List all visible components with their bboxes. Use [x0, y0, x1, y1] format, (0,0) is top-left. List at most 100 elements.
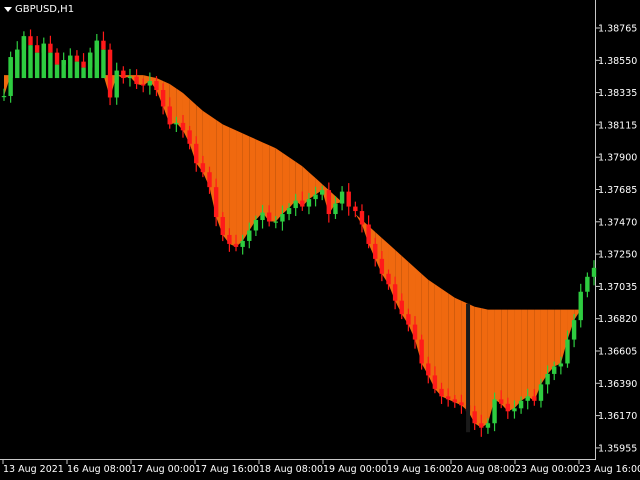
- candle-body: [591, 267, 597, 277]
- candle-body: [227, 234, 232, 244]
- dropdown-triangle-icon[interactable]: [4, 7, 12, 12]
- candle-body: [419, 339, 424, 364]
- band-fill-segment: [554, 309, 561, 367]
- candle-body: [379, 258, 385, 274]
- candle-body: [479, 423, 484, 428]
- candle-body: [313, 194, 318, 200]
- candles-layer: [1, 29, 597, 437]
- candle-body: [74, 55, 80, 62]
- band-fill-segment: [454, 297, 462, 406]
- fill-layer: [4, 75, 581, 428]
- candle-body: [286, 208, 292, 215]
- band-fill-segment: [521, 309, 528, 401]
- candle-body: [578, 291, 583, 321]
- band-fill-segment: [4, 75, 11, 96]
- price-tick-label: 1.36605: [598, 347, 637, 358]
- band-fill-segment: [474, 306, 482, 428]
- band-fill-segment: [494, 309, 502, 404]
- price-tick-label: 1.36820: [598, 314, 637, 325]
- candle-body: [253, 220, 259, 231]
- candle-body: [452, 399, 457, 403]
- candle-body: [525, 396, 530, 401]
- candle-body: [532, 396, 537, 401]
- candle-body: [87, 52, 93, 79]
- band-fill-segment: [255, 139, 263, 221]
- band-fill-segment: [448, 293, 455, 403]
- candle-body: [41, 43, 46, 79]
- candle-body: [459, 402, 464, 406]
- candle-body: [94, 40, 100, 79]
- candle-body: [127, 76, 133, 79]
- price-tick-label: 1.38115: [598, 120, 637, 131]
- candle-body: [399, 300, 404, 315]
- candle-body: [505, 403, 511, 412]
- band-fill-segment: [282, 152, 290, 215]
- candle-body: [121, 70, 126, 79]
- band-fill-segment: [434, 284, 442, 397]
- candle-body: [107, 49, 113, 98]
- band-fill-segment: [269, 145, 276, 222]
- band-fill-segment: [540, 309, 548, 385]
- band-fill-segment: [143, 75, 150, 86]
- candle-body: [81, 67, 86, 79]
- candle-body: [174, 122, 179, 125]
- candle-body: [346, 191, 351, 207]
- candle-body: [154, 81, 159, 91]
- candle-body: [333, 203, 338, 215]
- symbol-label: GBPUSD,H1: [15, 4, 75, 15]
- price-axis: 1.38765 1.38550 1.38335 1.38115 1.37900 1.376…: [596, 24, 637, 454]
- candle-body: [538, 384, 544, 401]
- candle-body: [34, 45, 40, 53]
- candle-body: [260, 212, 265, 221]
- price-tick-label: 1.37250: [598, 250, 637, 261]
- band-fill-segment: [547, 309, 555, 374]
- candle-body: [326, 190, 332, 215]
- price-tick-label: 1.38550: [598, 56, 637, 67]
- candle-body: [247, 230, 252, 241]
- candle-body: [134, 76, 139, 85]
- candle-body: [585, 276, 590, 292]
- candle-body: [571, 320, 577, 340]
- candle-body: [61, 60, 66, 79]
- candle-body: [280, 214, 285, 222]
- band-fill-segment: [574, 309, 581, 321]
- candle-body: [1, 95, 7, 98]
- time-tick-label: 17 Aug 16:00: [195, 464, 259, 475]
- band-fill-segment: [428, 279, 435, 389]
- candle-body: [439, 388, 444, 397]
- band-fill-segment: [501, 309, 508, 412]
- candle-body: [194, 143, 199, 164]
- candle-body: [406, 314, 411, 325]
- band-fill-segment: [289, 157, 296, 209]
- candle-body: [8, 57, 13, 79]
- candle-body: [147, 81, 153, 86]
- time-tick-label: 19 Aug 16:00: [387, 464, 451, 475]
- candle-body: [518, 400, 524, 409]
- candle-body: [565, 339, 570, 364]
- symbol-header[interactable]: GBPUSD,H1: [4, 4, 74, 15]
- candle-body: [34, 52, 40, 79]
- candle-body: [359, 211, 365, 225]
- candle-body: [558, 363, 564, 367]
- band-fill-segment: [560, 309, 568, 364]
- candle-body: [213, 187, 219, 218]
- candle-body: [114, 70, 119, 98]
- candle-body: [187, 130, 192, 144]
- candle-body: [353, 206, 358, 212]
- candle-body: [28, 45, 33, 79]
- band-fill-segment: [236, 130, 243, 247]
- band-fill-segment: [249, 136, 256, 231]
- time-tick-label: 23 Aug 00:00: [515, 464, 579, 475]
- candle-body: [386, 273, 391, 285]
- candle-body: [167, 106, 172, 125]
- candle-body: [373, 243, 378, 259]
- band-fill-segment: [176, 88, 183, 131]
- band-fill-segment: [481, 308, 488, 428]
- band-fill-segment: [295, 161, 303, 207]
- band-fill-segment: [262, 142, 270, 222]
- plot-area[interactable]: [0, 0, 596, 460]
- candle-body: [512, 408, 517, 412]
- candle-body: [445, 396, 451, 400]
